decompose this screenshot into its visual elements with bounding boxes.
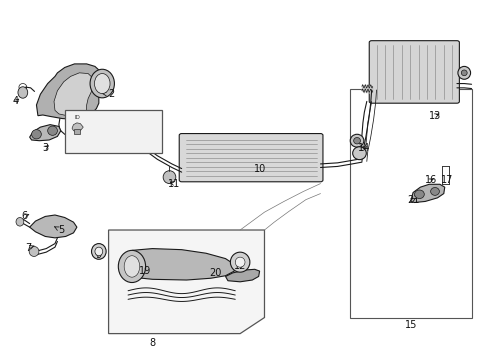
Polygon shape (30, 125, 61, 141)
Ellipse shape (230, 252, 250, 272)
Ellipse shape (118, 250, 146, 283)
Polygon shape (72, 123, 83, 132)
Text: 5: 5 (55, 225, 64, 235)
Bar (65, 111, 162, 153)
Polygon shape (123, 249, 235, 280)
Ellipse shape (354, 138, 361, 144)
Text: 21: 21 (407, 195, 419, 204)
Text: 8: 8 (149, 338, 155, 347)
FancyBboxPatch shape (369, 41, 460, 103)
Ellipse shape (124, 256, 140, 277)
Bar (74, 129, 80, 134)
Text: 20: 20 (210, 268, 222, 278)
Polygon shape (411, 184, 445, 203)
Ellipse shape (16, 217, 24, 226)
Text: 3: 3 (42, 143, 49, 153)
Text: 4: 4 (13, 96, 19, 107)
Ellipse shape (235, 257, 245, 267)
Text: 9: 9 (96, 250, 102, 260)
Text: 1: 1 (78, 114, 90, 124)
Text: 13: 13 (429, 111, 441, 121)
Ellipse shape (461, 70, 467, 76)
Text: 16: 16 (425, 175, 437, 185)
FancyBboxPatch shape (179, 134, 323, 182)
Polygon shape (54, 73, 94, 116)
Ellipse shape (18, 87, 28, 98)
Ellipse shape (29, 247, 39, 256)
Polygon shape (225, 269, 260, 282)
Text: 7: 7 (25, 243, 34, 253)
Ellipse shape (95, 73, 110, 94)
Text: ID: ID (74, 114, 80, 120)
Ellipse shape (458, 66, 470, 79)
Ellipse shape (415, 190, 424, 199)
Ellipse shape (431, 188, 440, 195)
Text: 2: 2 (102, 89, 114, 99)
Text: 14: 14 (358, 143, 370, 153)
Polygon shape (109, 230, 265, 334)
Ellipse shape (353, 147, 367, 159)
Text: 6: 6 (22, 211, 29, 221)
Text: 15: 15 (404, 320, 417, 330)
Ellipse shape (92, 244, 106, 259)
Text: 18: 18 (127, 114, 139, 124)
Text: 11: 11 (168, 179, 180, 189)
Text: 10: 10 (253, 164, 266, 174)
Ellipse shape (95, 247, 103, 256)
Ellipse shape (31, 130, 41, 139)
Ellipse shape (90, 69, 115, 98)
Ellipse shape (350, 134, 364, 147)
Polygon shape (30, 215, 77, 238)
Text: 12: 12 (234, 261, 246, 271)
Polygon shape (36, 64, 101, 119)
Ellipse shape (48, 126, 57, 135)
Ellipse shape (163, 171, 176, 184)
Bar (350, 89, 471, 318)
Text: 17: 17 (441, 175, 453, 185)
Text: 19: 19 (139, 266, 151, 276)
